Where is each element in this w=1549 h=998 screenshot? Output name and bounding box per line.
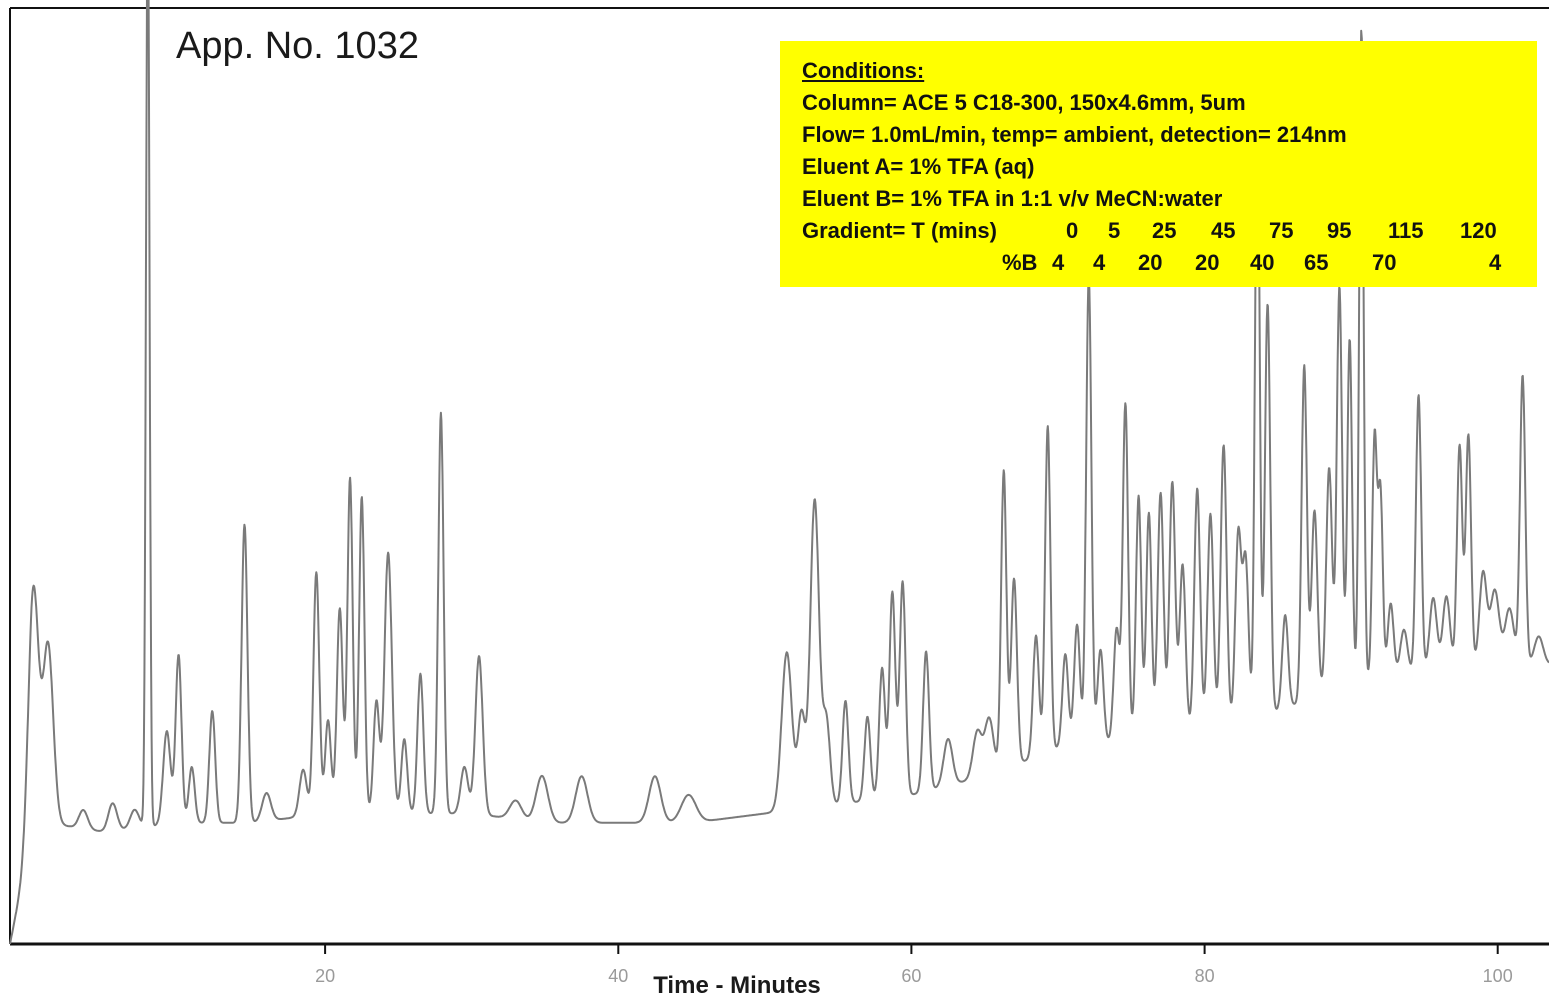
gradient-b-label: %B — [1002, 250, 1038, 275]
x-tick-label-80: 80 — [1195, 966, 1215, 986]
gradient-b-7: 4 — [1489, 250, 1502, 275]
x-tick-label-100: 100 — [1483, 966, 1513, 986]
gradient-b-4: 40 — [1250, 250, 1275, 275]
x-tick-label-60: 60 — [901, 966, 921, 986]
gradient-time-row: Gradient= T (mins) 0 5 25 45 75 95 115 1… — [802, 215, 1537, 247]
x-axis-ticks: 20 40 60 80 100 — [315, 944, 1513, 986]
gradient-b-1: 4 — [1093, 250, 1106, 275]
eluent-b-spec: Eluent B= 1% TFA in 1:1 v/v MeCN:water — [802, 186, 1223, 211]
gradient-b-2: 20 — [1138, 250, 1163, 275]
x-tick-label-20: 20 — [315, 966, 335, 986]
gradient-time-7: 120 — [1460, 218, 1497, 243]
chart-title: App. No. 1032 — [176, 25, 419, 67]
column-spec: Column= ACE 5 C18-300, 150x4.6mm, 5um — [802, 90, 1246, 115]
gradient-time-0: 0 — [1066, 218, 1079, 243]
gradient-b-3: 20 — [1195, 250, 1220, 275]
chromatogram-trace-group — [9, 0, 1549, 945]
gradient-time-5: 95 — [1327, 218, 1352, 243]
gradient-time-1: 5 — [1108, 218, 1121, 243]
gradient-b-row: %B 4 4 20 20 40 65 70 4 — [802, 247, 1537, 279]
flow-spec: Flow= 1.0mL/min, temp= ambient, detectio… — [802, 122, 1347, 147]
conditions-box: Conditions: Column= ACE 5 C18-300, 150x4… — [780, 41, 1537, 287]
gradient-time-label: Gradient= T (mins) — [802, 218, 997, 243]
x-axis-label: Time - Minutes — [653, 972, 821, 998]
eluent-a-spec: Eluent A= 1% TFA (aq) — [802, 154, 1035, 179]
gradient-time-2: 25 — [1152, 218, 1177, 243]
gradient-time-6: 115 — [1388, 218, 1424, 243]
gradient-b-5: 65 — [1304, 250, 1329, 275]
gradient-b-6: 70 — [1372, 250, 1397, 275]
x-tick-label-40: 40 — [608, 966, 628, 986]
conditions-heading: Conditions: — [802, 58, 925, 83]
gradient-time-4: 75 — [1269, 218, 1294, 243]
gradient-time-3: 45 — [1211, 218, 1236, 243]
gradient-b-0: 4 — [1052, 250, 1065, 275]
chromatogram-trace — [9, 0, 1549, 945]
